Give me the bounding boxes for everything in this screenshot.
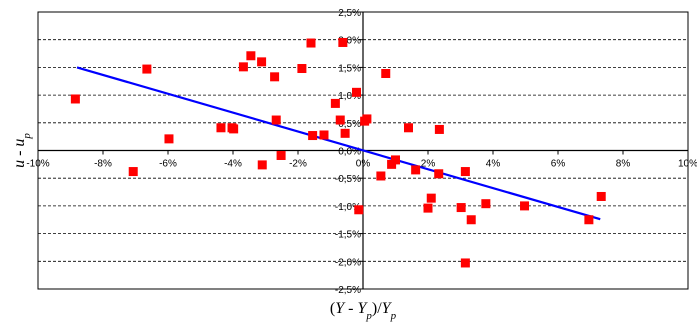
x-axis-title-part: p bbox=[390, 310, 397, 322]
data-point bbox=[330, 98, 340, 108]
data-point bbox=[481, 199, 491, 209]
x-tick-label: 0% bbox=[356, 159, 371, 170]
data-point bbox=[297, 64, 307, 74]
x-tick-label: -10% bbox=[26, 159, 49, 170]
data-point bbox=[456, 203, 466, 213]
x-tick-label: 10% bbox=[678, 159, 697, 170]
data-point bbox=[352, 87, 361, 97]
data-point bbox=[308, 131, 318, 141]
data-point bbox=[434, 124, 444, 134]
data-point bbox=[376, 171, 386, 181]
y-axis-title: u - up bbox=[11, 133, 33, 168]
x-axis-title-part: Y bbox=[357, 300, 368, 317]
x-axis-title-part: p bbox=[365, 310, 372, 322]
data-point bbox=[276, 150, 286, 160]
data-point bbox=[142, 64, 152, 74]
data-point bbox=[164, 134, 174, 144]
y-tick-label: 1,5% bbox=[338, 63, 361, 74]
data-point bbox=[596, 191, 606, 201]
data-point bbox=[338, 37, 348, 47]
data-point bbox=[246, 51, 256, 61]
data-point bbox=[404, 123, 413, 133]
data-point bbox=[335, 115, 345, 125]
x-axis-title-part: Y bbox=[382, 300, 393, 317]
data-point bbox=[460, 258, 470, 268]
y-tick-label: -0,5% bbox=[335, 174, 361, 185]
y-tick-label: 2,0% bbox=[338, 36, 361, 47]
x-axis-title-part: - bbox=[344, 300, 357, 317]
data-point bbox=[319, 130, 329, 140]
data-point bbox=[257, 160, 267, 170]
data-point bbox=[128, 167, 138, 177]
y-axis-title-part: - bbox=[11, 147, 28, 160]
y-axis-title-part: u bbox=[11, 139, 28, 147]
data-point bbox=[270, 72, 280, 82]
y-axis-title-part: p bbox=[21, 133, 33, 140]
x-tick-label: 4% bbox=[486, 159, 501, 170]
y-tick-label: -1,0% bbox=[335, 202, 361, 213]
y-tick-label: -2,5% bbox=[335, 285, 361, 296]
x-axis-title-part: Y bbox=[335, 300, 346, 317]
y-tick-label: -2,0% bbox=[335, 257, 361, 268]
x-tick-label: 8% bbox=[616, 159, 631, 170]
data-point bbox=[229, 124, 239, 134]
trendline bbox=[76, 66, 601, 221]
data-point bbox=[426, 193, 436, 203]
x-axis-title-part: ( bbox=[330, 300, 335, 317]
x-tick-label: -6% bbox=[159, 159, 177, 170]
data-point bbox=[354, 205, 364, 215]
data-point bbox=[584, 215, 594, 225]
y-tick-label: -1,5% bbox=[335, 230, 361, 241]
data-point bbox=[423, 203, 433, 213]
x-tick-label: 2% bbox=[421, 159, 436, 170]
x-tick-label: -4% bbox=[224, 159, 242, 170]
data-point bbox=[362, 114, 372, 124]
data-point bbox=[340, 128, 350, 138]
x-tick-label: -2% bbox=[289, 159, 307, 170]
data-point bbox=[460, 167, 470, 177]
x-tick-label: 6% bbox=[551, 159, 566, 170]
data-point bbox=[520, 201, 530, 211]
data-point bbox=[216, 123, 226, 133]
y-tick-label: 2,5% bbox=[338, 8, 361, 19]
data-point bbox=[466, 215, 476, 225]
data-point bbox=[306, 38, 316, 48]
data-point bbox=[257, 57, 267, 67]
data-point bbox=[381, 68, 391, 78]
x-axis-title-part: )/ bbox=[372, 300, 382, 317]
x-axis-title: (Y - Yp)/Yp bbox=[330, 300, 397, 322]
y-tick-label: 0,0% bbox=[338, 147, 361, 158]
y-axis-title-part: u bbox=[11, 160, 28, 168]
data-point bbox=[238, 62, 248, 72]
y-tick-label: 1,0% bbox=[338, 91, 361, 102]
y-tick-label: 0,5% bbox=[338, 119, 361, 130]
data-point bbox=[434, 169, 444, 179]
data-point bbox=[271, 115, 281, 125]
data-point bbox=[391, 155, 400, 165]
x-tick-label: -8% bbox=[94, 159, 112, 170]
data-point bbox=[70, 94, 80, 104]
data-point bbox=[411, 165, 421, 175]
